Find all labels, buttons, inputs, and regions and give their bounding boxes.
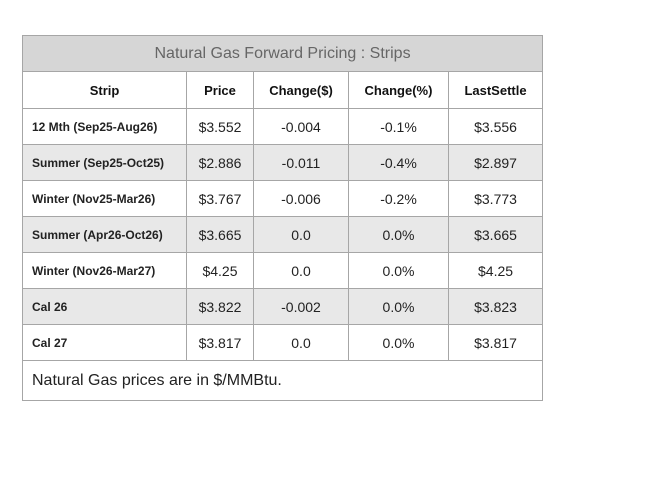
column-header-change-usd: Change($) (253, 71, 349, 109)
table-row: Winter (Nov26-Mar27) $4.25 0.0 0.0% $4.2… (22, 252, 544, 289)
price-cell: $3.822 (186, 288, 254, 325)
last-settle-cell: $3.817 (447, 324, 544, 361)
change-pct-cell: 0.0% (348, 216, 449, 253)
change-usd-cell: 0.0 (253, 252, 349, 289)
change-usd-cell: 0.0 (253, 216, 349, 253)
last-settle-cell: $3.823 (447, 288, 544, 325)
price-cell: $4.25 (186, 252, 254, 289)
change-usd-cell: -0.002 (253, 288, 349, 325)
table-title-row: Natural Gas Forward Pricing : Strips (21, 35, 544, 72)
column-header-change-pct: Change(%) (348, 71, 449, 109)
table-row: Summer (Sep25-Oct25) $2.886 -0.011 -0.4%… (22, 144, 544, 181)
last-settle-cell: $3.665 (447, 216, 544, 253)
strip-name-cell: Cal 26 (22, 288, 187, 325)
strips-pricing-widget: Natural Gas Forward Pricing : Strips Str… (21, 35, 544, 401)
strip-name-cell: 12 Mth (Sep25-Aug26) (22, 108, 187, 145)
strips-pricing-table: Natural Gas Forward Pricing : Strips Str… (21, 35, 544, 401)
price-cell: $2.886 (186, 144, 254, 181)
price-cell: $3.767 (186, 180, 254, 217)
last-settle-cell: $4.25 (447, 252, 544, 289)
change-usd-cell: 0.0 (253, 324, 349, 361)
change-usd-cell: -0.011 (253, 144, 349, 181)
price-cell: $3.552 (186, 108, 254, 145)
table-row: Cal 27 $3.817 0.0 0.0% $3.817 (22, 324, 544, 361)
units-note: Natural Gas prices are in $/MMBtu. (21, 360, 544, 401)
change-pct-cell: 0.0% (348, 288, 449, 325)
change-pct-cell: -0.4% (348, 144, 449, 181)
price-cell: $3.665 (186, 216, 254, 253)
last-settle-cell: $3.556 (447, 108, 544, 145)
table-row: Summer (Apr26-Oct26) $3.665 0.0 0.0% $3.… (22, 216, 544, 253)
strip-name-cell: Winter (Nov26-Mar27) (22, 252, 187, 289)
price-cell: $3.817 (186, 324, 254, 361)
table-row: 12 Mth (Sep25-Aug26) $3.552 -0.004 -0.1%… (22, 108, 544, 145)
table-title: Natural Gas Forward Pricing : Strips (21, 35, 544, 72)
column-header-row: Strip Price Change($) Change(%) LastSett… (22, 71, 544, 109)
last-settle-cell: $3.773 (447, 180, 544, 217)
strip-name-cell: Winter (Nov25-Mar26) (22, 180, 187, 217)
strip-name-cell: Cal 27 (22, 324, 187, 361)
change-pct-cell: -0.2% (348, 180, 449, 217)
table-footer-row: Natural Gas prices are in $/MMBtu. (21, 360, 544, 401)
column-header-last-settle: LastSettle (447, 71, 544, 109)
column-header-price: Price (186, 71, 254, 109)
change-pct-cell: 0.0% (348, 324, 449, 361)
table-row: Cal 26 $3.822 -0.002 0.0% $3.823 (22, 288, 544, 325)
change-usd-cell: -0.006 (253, 180, 349, 217)
column-header-strip: Strip (22, 71, 187, 109)
last-settle-cell: $2.897 (447, 144, 544, 181)
strip-name-cell: Summer (Apr26-Oct26) (22, 216, 187, 253)
strip-name-cell: Summer (Sep25-Oct25) (22, 144, 187, 181)
change-pct-cell: 0.0% (348, 252, 449, 289)
change-usd-cell: -0.004 (253, 108, 349, 145)
table-row: Winter (Nov25-Mar26) $3.767 -0.006 -0.2%… (22, 180, 544, 217)
change-pct-cell: -0.1% (348, 108, 449, 145)
